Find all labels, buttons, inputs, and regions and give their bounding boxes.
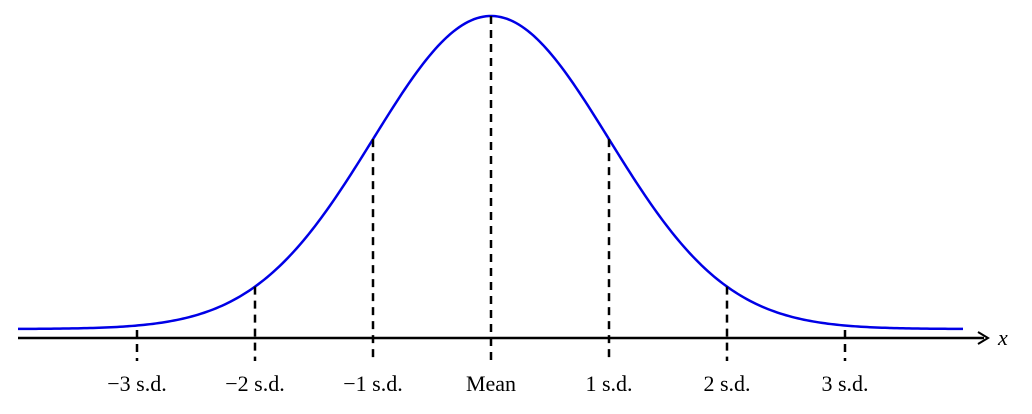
axis-arrow <box>977 331 990 345</box>
tick-label: −3 s.d. <box>107 371 166 396</box>
tick-label: Mean <box>466 371 516 396</box>
axis-label: x <box>997 325 1008 350</box>
tick-label: −1 s.d. <box>343 371 402 396</box>
tick-label: 2 s.d. <box>703 371 750 396</box>
tick-label: 3 s.d. <box>821 371 868 396</box>
tick-label: −2 s.d. <box>225 371 284 396</box>
tick-label: 1 s.d. <box>585 371 632 396</box>
